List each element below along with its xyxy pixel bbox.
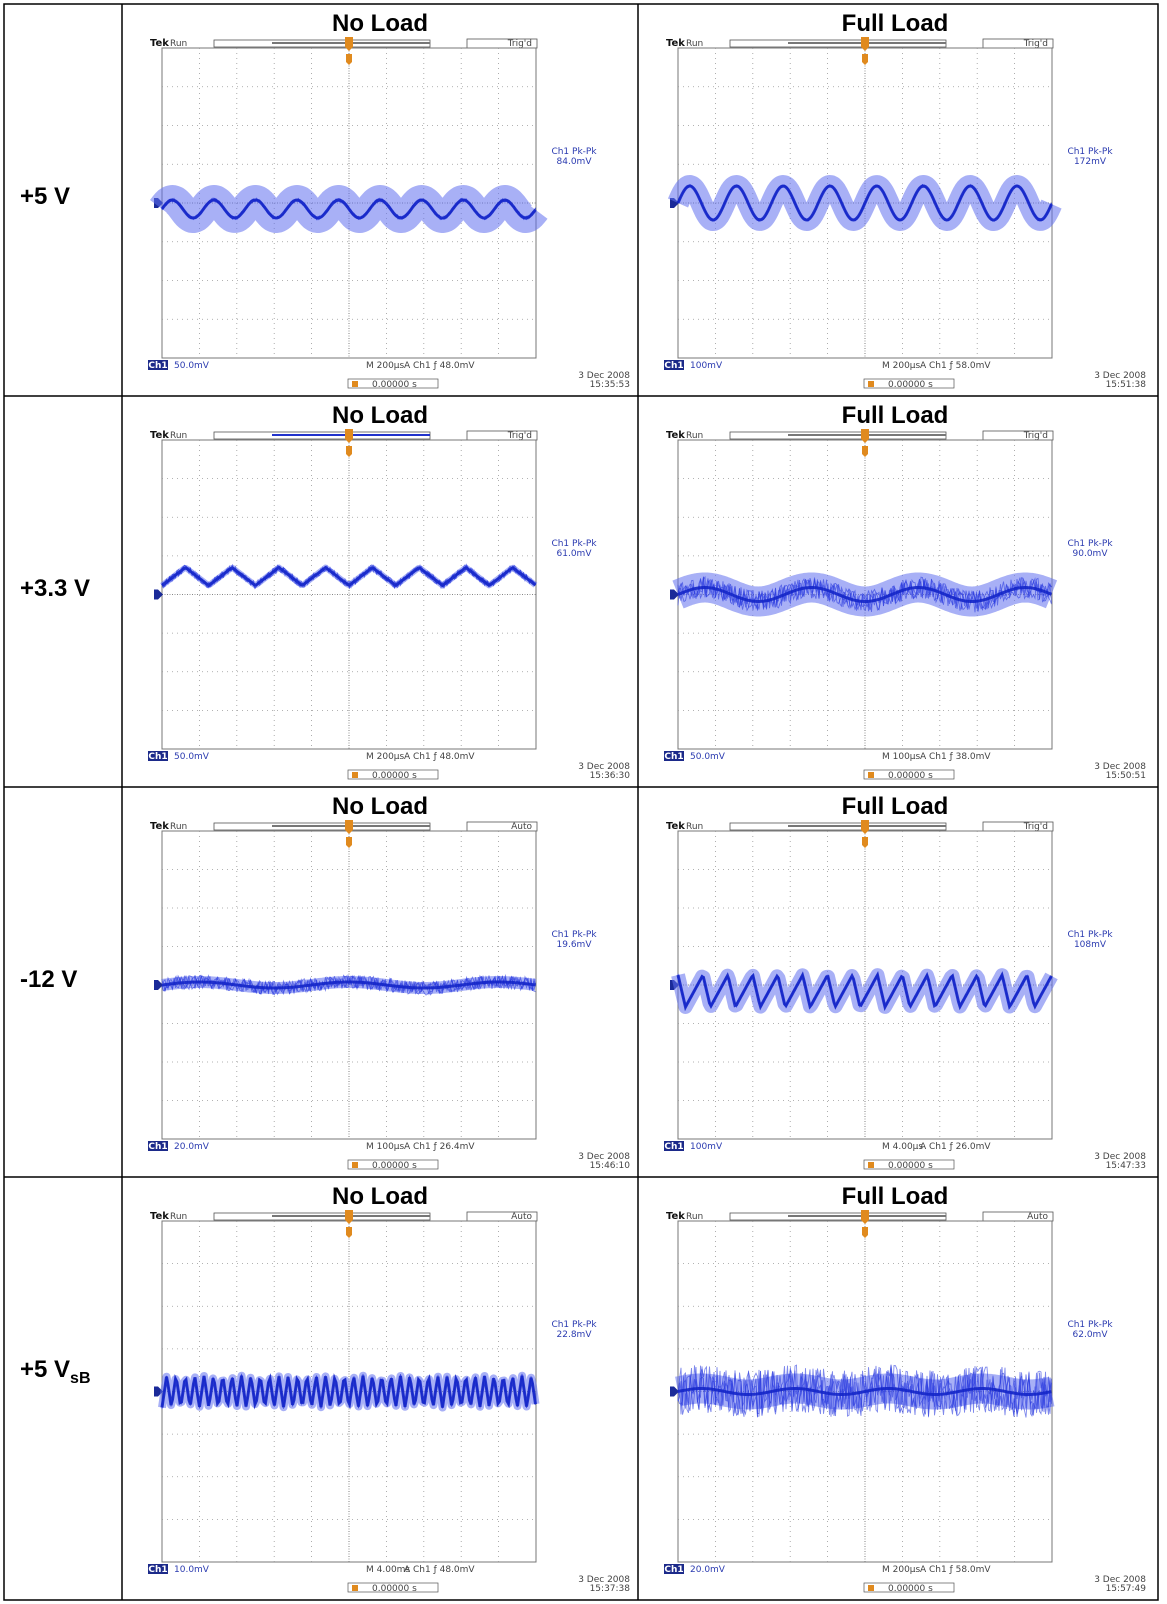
trigger-setting: A Ch1 ƒ 48.0mV — [404, 752, 475, 762]
measure-value: 22.8mV — [557, 1330, 593, 1340]
scope-brand: Tek — [150, 821, 169, 832]
row-label: +3.3 V — [20, 575, 90, 602]
timebase: M 200µs — [882, 361, 921, 371]
cell-heading: Full Load — [842, 793, 949, 820]
channel: Ch1 — [664, 1565, 683, 1575]
measure-label: Ch1 Pk-Pk — [551, 147, 597, 157]
measure-value: 108mV — [1074, 940, 1107, 950]
trigger-setting: A Ch1 ƒ 26.4mV — [404, 1142, 475, 1152]
measure-label: Ch1 Pk-Pk — [551, 539, 597, 549]
position: 0.00000 s — [372, 771, 417, 781]
channel: Ch1 — [148, 1142, 167, 1152]
position: 0.00000 s — [888, 1584, 933, 1594]
measure-value: 172mV — [1074, 157, 1107, 167]
timebase: M 200µs — [366, 361, 405, 371]
measure-label: Ch1 Pk-Pk — [551, 1320, 597, 1330]
position: 0.00000 s — [888, 771, 933, 781]
timebase: M 100µs — [882, 752, 921, 762]
scale: 10.0mV — [174, 1565, 210, 1575]
row-label: +5 V — [20, 183, 70, 210]
row-label-text: +3.3 V — [20, 575, 90, 602]
scope-brand: Tek — [666, 38, 685, 49]
measure-label: Ch1 Pk-Pk — [1067, 539, 1113, 549]
row-label: +5 VsB — [20, 1356, 91, 1387]
time: 15:35:53 — [590, 380, 630, 390]
timebase: M 200µs — [366, 752, 405, 762]
scale: 100mV — [690, 1142, 723, 1152]
trigger-setting: A Ch1 ƒ 58.0mV — [920, 1565, 991, 1575]
cell-heading: No Load — [332, 793, 428, 820]
cell-heading: No Load — [332, 10, 428, 37]
position-icon — [868, 1585, 874, 1591]
channel: Ch1 — [148, 752, 167, 762]
measure-label: Ch1 Pk-Pk — [551, 930, 597, 940]
row-label-text: +5 V — [20, 183, 70, 210]
position-icon — [352, 381, 358, 387]
scope-brand: Tek — [150, 430, 169, 441]
scale: 100mV — [690, 361, 723, 371]
scale: 50.0mV — [174, 752, 210, 762]
time: 15:51:38 — [1106, 380, 1147, 390]
measure-value: 61.0mV — [557, 549, 593, 559]
position-icon — [868, 772, 874, 778]
measure-label: Ch1 Pk-Pk — [1067, 147, 1113, 157]
time: 15:47:33 — [1106, 1161, 1146, 1171]
scope-brand: Tek — [666, 430, 685, 441]
scope-brand: Tek — [666, 821, 685, 832]
trigger-setting: A Ch1 ƒ 26.0mV — [920, 1142, 991, 1152]
row-label: -12 V — [20, 966, 77, 993]
measure-value: 19.6mV — [557, 940, 593, 950]
results-table: +5 VNo LoadTekRunTrig'dCh1 Pk-Pk84.0mVCh… — [0, 0, 1167, 1604]
measure-value: 90.0mV — [1073, 549, 1109, 559]
timebase: M 100µs — [366, 1142, 405, 1152]
time: 15:57:49 — [1106, 1584, 1147, 1594]
cell-heading: No Load — [332, 1183, 428, 1210]
position-icon — [352, 772, 358, 778]
row-label-text: +5 V — [20, 1356, 70, 1383]
position: 0.00000 s — [888, 1161, 933, 1171]
cell-heading: Full Load — [842, 1183, 949, 1210]
timebase: M 4.00µs — [882, 1142, 923, 1152]
scale: 20.0mV — [174, 1142, 210, 1152]
measure-value: 62.0mV — [1073, 1330, 1109, 1340]
measure-label: Ch1 Pk-Pk — [1067, 1320, 1113, 1330]
cell-heading: Full Load — [842, 402, 949, 429]
scale: 20.0mV — [690, 1565, 726, 1575]
measure-value: 84.0mV — [557, 157, 593, 167]
channel: Ch1 — [664, 1142, 683, 1152]
trigger-setting: A Ch1 ƒ 48.0mV — [404, 361, 475, 371]
scale: 50.0mV — [690, 752, 726, 762]
position-icon — [352, 1585, 358, 1591]
scope-brand: Tek — [150, 38, 169, 49]
position: 0.00000 s — [372, 1161, 417, 1171]
position: 0.00000 s — [372, 1584, 417, 1594]
scope-brand: Tek — [150, 1211, 169, 1222]
time: 15:50:51 — [1106, 771, 1146, 781]
row-label-sub: sB — [70, 1370, 90, 1387]
position: 0.00000 s — [372, 380, 417, 390]
trigger-setting: A Ch1 ƒ 58.0mV — [920, 361, 991, 371]
timebase: M 200µs — [882, 1565, 921, 1575]
time: 15:36:30 — [590, 771, 631, 781]
channel: Ch1 — [664, 752, 683, 762]
position: 0.00000 s — [888, 380, 933, 390]
cell-heading: No Load — [332, 402, 428, 429]
row-label-text: -12 V — [20, 966, 77, 993]
time: 15:46:10 — [590, 1161, 631, 1171]
position-icon — [868, 1162, 874, 1168]
scale: 50.0mV — [174, 361, 210, 371]
cell-heading: Full Load — [842, 10, 949, 37]
scope-brand: Tek — [666, 1211, 685, 1222]
channel: Ch1 — [664, 361, 683, 371]
trigger-setting: A Ch1 ƒ 48.0mV — [404, 1565, 475, 1575]
trigger-setting: A Ch1 ƒ 38.0mV — [920, 752, 991, 762]
time: 15:37:38 — [590, 1584, 631, 1594]
channel: Ch1 — [148, 361, 167, 371]
page: +5 VNo LoadTekRunTrig'dCh1 Pk-Pk84.0mVCh… — [0, 0, 1167, 1604]
position-icon — [352, 1162, 358, 1168]
channel: Ch1 — [148, 1565, 167, 1575]
measure-label: Ch1 Pk-Pk — [1067, 930, 1113, 940]
position-icon — [868, 381, 874, 387]
